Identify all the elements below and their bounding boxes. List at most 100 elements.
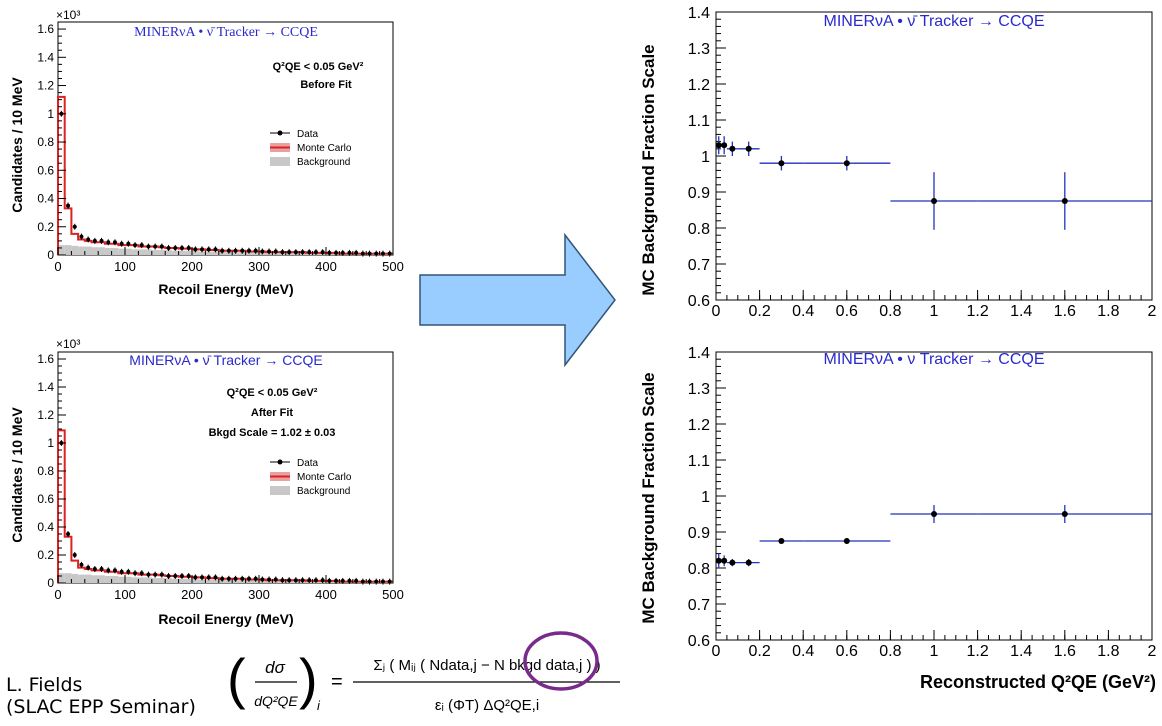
formula-equals: =: [331, 671, 343, 693]
data-point: [153, 244, 158, 249]
formula-lhs-open-paren: (: [227, 647, 246, 710]
y-axis-title: Candidates / 10 MeV: [9, 407, 25, 543]
data-point: [293, 578, 298, 583]
data-point: [186, 245, 191, 250]
data-point: [843, 538, 850, 544]
y-tick-label: 0.6: [37, 492, 54, 506]
background-bar: [151, 578, 159, 583]
x-tick-label: 0.8: [879, 643, 901, 660]
plot-frame: [57, 21, 394, 256]
experiment-label: MINERνA • ν̄ Tracker → CCQE: [129, 352, 322, 368]
background-bar: [71, 573, 79, 583]
data-point: [300, 250, 305, 255]
y-axis-title: MC Background Fraction Scale: [639, 372, 658, 623]
data-point: [200, 247, 205, 252]
data-point: [721, 557, 728, 564]
y-multiplier: ×10³: [56, 337, 80, 351]
bkgd-scale-label: Bkgd Scale = 1.02 ± 0.03: [209, 427, 336, 439]
x-tick-label: 1.2: [966, 643, 988, 660]
plot-frame: [715, 351, 1153, 641]
data-point: [92, 567, 97, 571]
y-tick-label: 1: [701, 149, 710, 166]
legend-mc-label: Monte Carlo: [297, 472, 352, 483]
x-tick-label: 0: [54, 587, 61, 602]
data-point: [112, 240, 117, 245]
data-point: [79, 234, 84, 239]
y-tick-label: 0.6: [688, 633, 710, 650]
background-bar: [98, 247, 105, 255]
background-bar: [58, 245, 65, 255]
data-point: [179, 574, 184, 578]
background-bar: [145, 249, 152, 255]
data-point: [260, 577, 265, 582]
y-tick-label: 0.4: [37, 520, 54, 534]
data-point: [146, 572, 151, 577]
y-tick-label: 1.1: [688, 113, 710, 130]
cut-label: Q²QE < 0.05 GeV²: [273, 61, 364, 73]
data-point: [320, 578, 325, 583]
legend-data-marker: [277, 130, 283, 136]
background-bar: [165, 250, 172, 255]
data-point: [240, 576, 245, 581]
data-point: [72, 553, 77, 557]
credit-venue: (SLAC EPP Seminar): [6, 696, 196, 718]
y-tick-label: 1.2: [37, 408, 54, 422]
data-point: [287, 250, 292, 255]
legend-bkg-swatch: [270, 157, 290, 166]
background-bar: [78, 574, 85, 583]
background-bar: [212, 579, 219, 583]
data-point: [99, 567, 104, 571]
data-point: [246, 248, 251, 253]
formula-rhs-denominator: εᵢ (ΦT) ΔQ²QE,i: [435, 697, 539, 714]
legend: Data Monte Carlo Background: [270, 129, 352, 168]
data-point: [313, 578, 318, 583]
data-point: [374, 579, 379, 584]
x-axis-title: Reconstructed Q²QE (GeV²): [920, 672, 1156, 692]
background-bar: [91, 247, 99, 255]
data-point: [133, 571, 138, 576]
data-point: [267, 577, 272, 582]
y-tick-label: 0.8: [688, 221, 710, 238]
y-axis-title: Candidates / 10 MeV: [9, 77, 25, 213]
data-point: [374, 251, 379, 256]
y-tick-label: 0.7: [688, 257, 710, 274]
data-point: [126, 241, 131, 246]
data-point: [240, 248, 245, 253]
data-point: [715, 557, 722, 564]
background-bar: [111, 247, 119, 255]
data-point: [273, 249, 278, 254]
data-point: [139, 571, 144, 576]
x-tick-label: 1: [930, 643, 939, 660]
y-tick-label: 0.6: [37, 163, 54, 177]
background-bar: [171, 250, 179, 255]
background-bar: [111, 576, 119, 583]
data-point: [253, 576, 258, 581]
x-tick-label: 0: [712, 643, 721, 660]
data-point: [340, 250, 345, 255]
background-bar: [71, 245, 79, 255]
data-point: [354, 578, 359, 583]
y-tick-label: 1.4: [37, 380, 54, 394]
formula-subscript: i: [317, 698, 321, 713]
background-bar: [192, 578, 199, 583]
x-tick-label: 200: [181, 259, 203, 274]
legend-bkg-swatch: [270, 486, 290, 495]
x-tick-label: 0.6: [836, 303, 858, 320]
data-point: [273, 577, 278, 582]
formula-lhs-denominator: dQ²QE: [254, 693, 298, 709]
y-tick-label: 0.8: [37, 135, 54, 149]
data-point: [320, 250, 325, 255]
background-bar: [178, 578, 186, 583]
y-multiplier: ×10³: [56, 8, 80, 22]
background-bar: [91, 575, 99, 583]
background-bar: [185, 578, 192, 583]
background-bar: [158, 250, 166, 255]
data-point: [220, 576, 225, 581]
data-point: [287, 578, 292, 583]
data-point: [327, 250, 332, 255]
data-point: [99, 238, 104, 243]
x-axis-title: Recoil Energy (MeV): [158, 611, 293, 627]
x-tick-label: 100: [114, 587, 136, 602]
background-bar: [125, 248, 132, 255]
background-bar: [192, 250, 199, 255]
